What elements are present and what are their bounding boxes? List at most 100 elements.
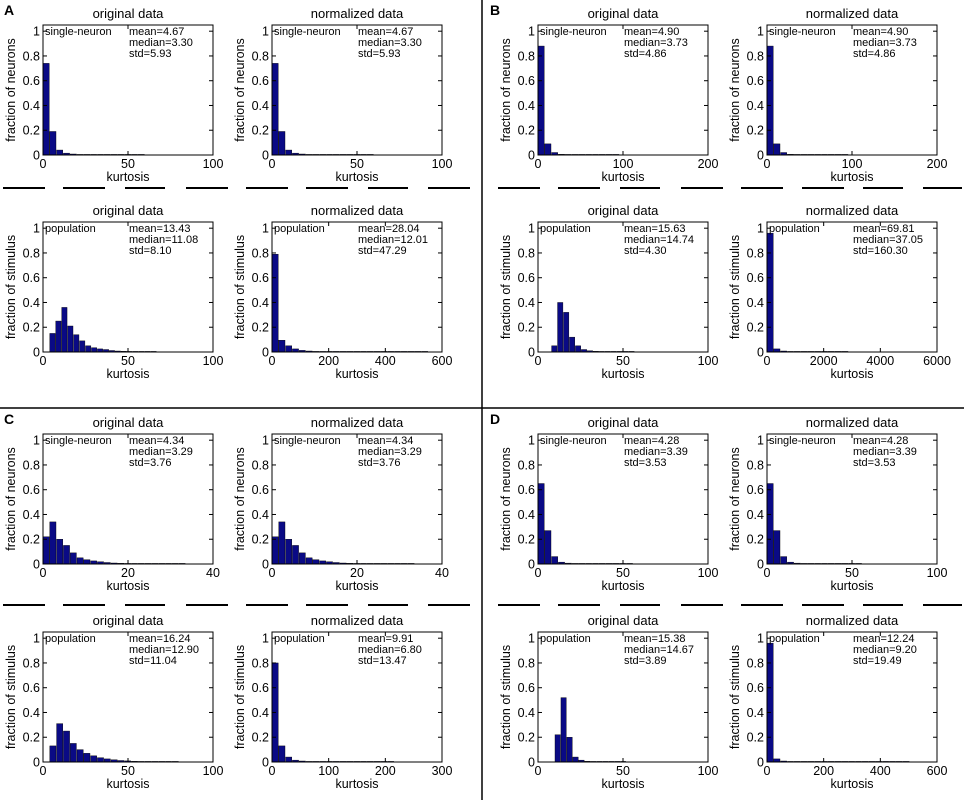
- histogram-bar: [76, 557, 84, 565]
- x-tick-label: 100: [698, 764, 719, 778]
- stat-line: std=19.49: [853, 655, 902, 667]
- y-tick-label: 0: [33, 558, 40, 572]
- x-axis-label: kurtosis: [335, 777, 378, 791]
- axes-frame: [271, 631, 443, 763]
- histogram-bar: [73, 334, 80, 353]
- histogram-bar: [56, 723, 63, 763]
- y-tick-label: 0.2: [747, 731, 764, 745]
- x-tick-label: 200: [927, 157, 948, 171]
- subplot-c-2: normalized data 0 0.2 0.4 0.6 0.8 1 0 20 40 kurtos…: [233, 415, 449, 593]
- legend-label: population: [540, 633, 591, 645]
- x-tick-label: 100: [698, 566, 719, 580]
- stat-line: std=4.86: [624, 48, 667, 60]
- histogram-bar: [42, 63, 50, 156]
- legend-label: single-neuron: [45, 435, 112, 447]
- x-tick-label: 600: [432, 354, 453, 368]
- y-tick-label: 1: [757, 434, 764, 448]
- subplot-d-3: original data 0 0.2 0.4 0.6 0.8 1 0 50 100 kurtosi…: [499, 613, 718, 791]
- y-tick-label: 0.4: [747, 508, 764, 522]
- y-tick-label: 0: [262, 558, 269, 572]
- y-tick-label: 0.8: [518, 246, 535, 260]
- stat-line: mean=69.81: [853, 223, 914, 235]
- y-tick-label: 0.8: [23, 49, 40, 63]
- y-tick-label: 0.6: [518, 271, 535, 285]
- x-tick-label: 100: [432, 157, 453, 171]
- histogram-bar: [766, 45, 774, 156]
- x-tick-label: 50: [121, 157, 135, 171]
- legend-label: population: [274, 223, 325, 235]
- stat-line: mean=4.28: [853, 435, 908, 447]
- plot-title: normalized data: [806, 613, 899, 628]
- x-axis-label: kurtosis: [106, 367, 149, 381]
- y-axis-label: fraction of neurons: [4, 447, 18, 551]
- histogram-bar: [56, 149, 63, 156]
- x-tick-label: 400: [375, 354, 396, 368]
- histogram-bar: [569, 336, 576, 353]
- plot-title: original data: [588, 203, 660, 218]
- histogram-bar: [67, 325, 74, 353]
- y-axis-label: fraction of stimulus: [233, 235, 247, 339]
- stat-line: mean=4.28: [624, 435, 679, 447]
- plot-title: original data: [588, 6, 660, 21]
- x-axis-label: kurtosis: [106, 777, 149, 791]
- y-tick-label: 0.2: [23, 124, 40, 138]
- histogram-bar: [554, 734, 561, 763]
- y-tick-label: 0.8: [747, 656, 764, 670]
- plot-title: normalized data: [806, 6, 899, 21]
- stat-line: median=3.39: [853, 446, 917, 458]
- axes-frame: [271, 221, 443, 353]
- y-tick-label: 0.6: [747, 681, 764, 695]
- y-tick-label: 1: [528, 25, 535, 39]
- y-tick-label: 0: [33, 149, 40, 163]
- stat-line: mean=4.34: [358, 435, 413, 447]
- histogram-bar: [766, 642, 774, 763]
- histogram-bar: [91, 347, 97, 353]
- y-tick-label: 0.6: [23, 483, 40, 497]
- histogram-bar: [69, 552, 77, 565]
- x-tick-label: 0: [764, 157, 771, 171]
- subplot-c-3: original data 0 0.2 0.4 0.6 0.8 1 0 50 100 kurtosi…: [4, 613, 223, 791]
- y-tick-label: 0.2: [747, 321, 764, 335]
- stat-line: mean=12.24: [853, 633, 914, 645]
- histogram-bar: [56, 539, 63, 565]
- panel-letter-d: D: [490, 411, 500, 427]
- x-axis-label: kurtosis: [830, 579, 873, 593]
- x-axis-label: kurtosis: [830, 367, 873, 381]
- y-tick-label: 0.6: [23, 271, 40, 285]
- histogram-bar: [766, 483, 774, 565]
- histogram-bar: [551, 345, 558, 353]
- y-tick-label: 0.8: [518, 458, 535, 472]
- histogram-bar: [780, 556, 787, 565]
- x-tick-label: 20: [121, 566, 135, 580]
- y-tick-label: 0.2: [252, 731, 269, 745]
- subplot-d-4: normalized data 0 0.2 0.4 0.6 0.8 1 0 200 400 600 k…: [728, 613, 947, 791]
- x-tick-label: 200: [318, 354, 339, 368]
- y-tick-label: 0.8: [518, 656, 535, 670]
- x-tick-label: 50: [845, 566, 859, 580]
- legend-label: population: [769, 633, 820, 645]
- y-tick-label: 1: [33, 25, 40, 39]
- y-tick-label: 0.4: [747, 706, 764, 720]
- legend-label: single-neuron: [274, 435, 341, 447]
- x-tick-label: 300: [432, 764, 453, 778]
- plot-title: original data: [93, 6, 165, 21]
- x-tick-label: 100: [698, 354, 719, 368]
- y-tick-label: 1: [528, 632, 535, 646]
- plot-title: normalized data: [311, 613, 404, 628]
- x-tick-label: 50: [616, 764, 630, 778]
- histogram-bar: [766, 232, 774, 353]
- y-tick-label: 1: [757, 222, 764, 236]
- y-tick-label: 1: [757, 25, 764, 39]
- axes-frame: [766, 221, 938, 353]
- y-tick-label: 0.2: [518, 533, 535, 547]
- y-tick-label: 0.6: [252, 681, 269, 695]
- y-axis-label: fraction of stimulus: [499, 645, 513, 749]
- histogram-bar: [61, 307, 68, 353]
- stat-line: mean=4.67: [358, 26, 413, 38]
- stat-line: median=9.20: [853, 644, 917, 656]
- x-tick-label: 0: [269, 764, 276, 778]
- plot-title: original data: [93, 203, 165, 218]
- stat-line: median=11.08: [129, 234, 198, 246]
